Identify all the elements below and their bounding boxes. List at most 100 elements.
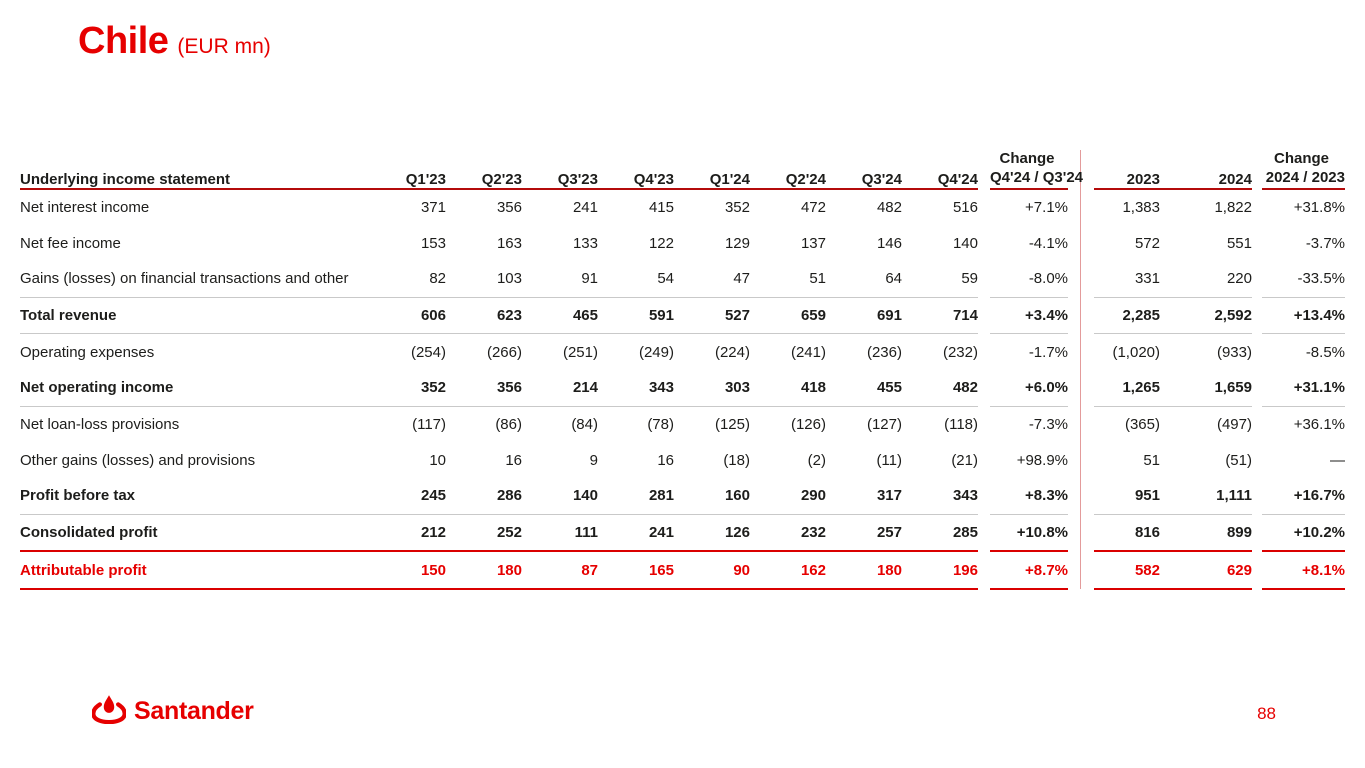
table-row: Profit before tax 245 286 140 281 160 290 317 34… (20, 478, 1345, 515)
table-row: Gains (losses) on financial transactions… (20, 260, 1345, 298)
vertical-divider (1079, 188, 1094, 226)
santander-logo: Santander (91, 694, 254, 729)
column-gap (1068, 261, 1080, 297)
value-cell: 352 (370, 369, 446, 407)
row-label: Net loan-loss provisions (20, 415, 180, 433)
value-cell: (249) (638, 343, 674, 361)
column-gap (978, 442, 990, 478)
value-cell: 356 (496, 198, 522, 216)
column-header-change-quarter: Change Q4'24 / Q3'24 (990, 150, 1083, 190)
value-cell: 591 (598, 297, 674, 335)
value-cell: 1,659 (1160, 369, 1252, 407)
value-cell: 180 (446, 551, 522, 591)
value-cell: 180 (826, 551, 902, 591)
value-cell: 482 (902, 369, 978, 407)
value-cell: (224) (714, 343, 750, 361)
value-cell: 160 (674, 478, 750, 515)
value-cell: (18) (723, 451, 750, 469)
change-cell: +98.9% (1016, 451, 1068, 469)
value-cell: 162 (750, 551, 826, 591)
value-cell: 214 (522, 369, 598, 407)
change-cell: -4.1% (1028, 234, 1068, 252)
vertical-divider (1079, 442, 1094, 478)
change-cell: +8.7% (990, 551, 1068, 591)
column-gap (978, 370, 990, 406)
value-cell: 137 (800, 234, 826, 252)
column-gap (978, 261, 990, 297)
row-label: Net operating income (20, 369, 370, 407)
title-text: Chile (78, 20, 169, 62)
value-cell: (125) (714, 415, 750, 433)
column-gap (1252, 406, 1262, 442)
column-gap (978, 478, 990, 514)
vertical-divider (1079, 478, 1094, 515)
page-number: 88 (1257, 704, 1276, 723)
vertical-divider (1079, 260, 1094, 298)
column-gap (1068, 478, 1080, 514)
value-cell: 482 (876, 198, 902, 216)
santander-flame-icon (91, 694, 127, 729)
column-gap (1252, 225, 1262, 261)
row-label: Other gains (losses) and provisions (20, 451, 256, 469)
value-cell: 122 (648, 234, 674, 252)
column-header-quarter: Q4'24 (902, 150, 978, 190)
value-cell: 90 (674, 551, 750, 591)
column-gap (1068, 297, 1080, 334)
table-body: Net interest income 371 356 241 415 352 472 482… (20, 188, 1345, 591)
column-gap (1252, 478, 1262, 514)
value-cell: (2) (807, 451, 826, 469)
change-cell: +3.4% (990, 297, 1068, 335)
change-cell: -8.5% (1305, 343, 1345, 361)
title-unit: (EUR mn) (177, 35, 271, 58)
value-cell: 286 (446, 478, 522, 515)
value-cell: 245 (370, 478, 446, 515)
value-cell: 606 (370, 297, 446, 335)
value-cell: (497) (1216, 415, 1252, 433)
column-gap (1068, 225, 1080, 261)
value-cell: 465 (522, 297, 598, 335)
vertical-divider (1079, 406, 1094, 443)
column-gap (978, 225, 990, 261)
column-header-quarter: Q2'24 (750, 150, 826, 190)
value-cell: (11) (876, 451, 902, 469)
value-cell: 317 (826, 478, 902, 515)
column-gap (1068, 406, 1080, 442)
value-cell: (254) (410, 343, 446, 361)
value-cell: 352 (724, 198, 750, 216)
value-cell: 51 (1143, 451, 1160, 469)
table-row: Net fee income 153 163 133 122 129 137 146 140 -4… (20, 225, 1345, 261)
change-cell: +36.1% (1293, 415, 1345, 433)
row-label: Operating expenses (20, 343, 155, 361)
page-title: Chile (EUR mn) (78, 20, 271, 63)
value-cell: (21) (951, 451, 978, 469)
value-cell: 129 (724, 234, 750, 252)
value-cell: 343 (598, 369, 674, 407)
logo-wordmark: Santander (134, 697, 254, 725)
value-cell: (51) (1225, 451, 1252, 469)
value-cell: 659 (750, 297, 826, 335)
value-cell: 356 (446, 369, 522, 407)
value-cell: 623 (446, 297, 522, 335)
table-row: Consolidated profit 212 252 111 241 126 232 257… (20, 514, 1345, 553)
row-label: Profit before tax (20, 478, 370, 515)
value-cell: 140 (952, 234, 978, 252)
value-cell: 212 (370, 514, 446, 553)
value-cell: 572 (1134, 234, 1160, 252)
change-cell: -1.7% (1028, 343, 1068, 361)
column-gap (1252, 370, 1262, 406)
value-cell: (365) (1124, 415, 1160, 433)
column-gap (1068, 370, 1080, 406)
value-cell: 371 (420, 198, 446, 216)
vertical-divider (1079, 551, 1094, 590)
column-gap (1252, 297, 1262, 334)
value-cell: 714 (902, 297, 978, 335)
value-cell: 582 (1094, 551, 1160, 591)
vertical-divider (1079, 225, 1094, 261)
table-row: Total revenue 606 623 465 591 527 659 691 714 +3.… (20, 297, 1345, 335)
value-cell: 629 (1160, 551, 1252, 591)
value-cell: 153 (420, 234, 446, 252)
value-cell: 527 (674, 297, 750, 335)
column-gap (978, 189, 990, 226)
value-cell: 146 (876, 234, 902, 252)
change-cell: +8.1% (1262, 551, 1345, 591)
